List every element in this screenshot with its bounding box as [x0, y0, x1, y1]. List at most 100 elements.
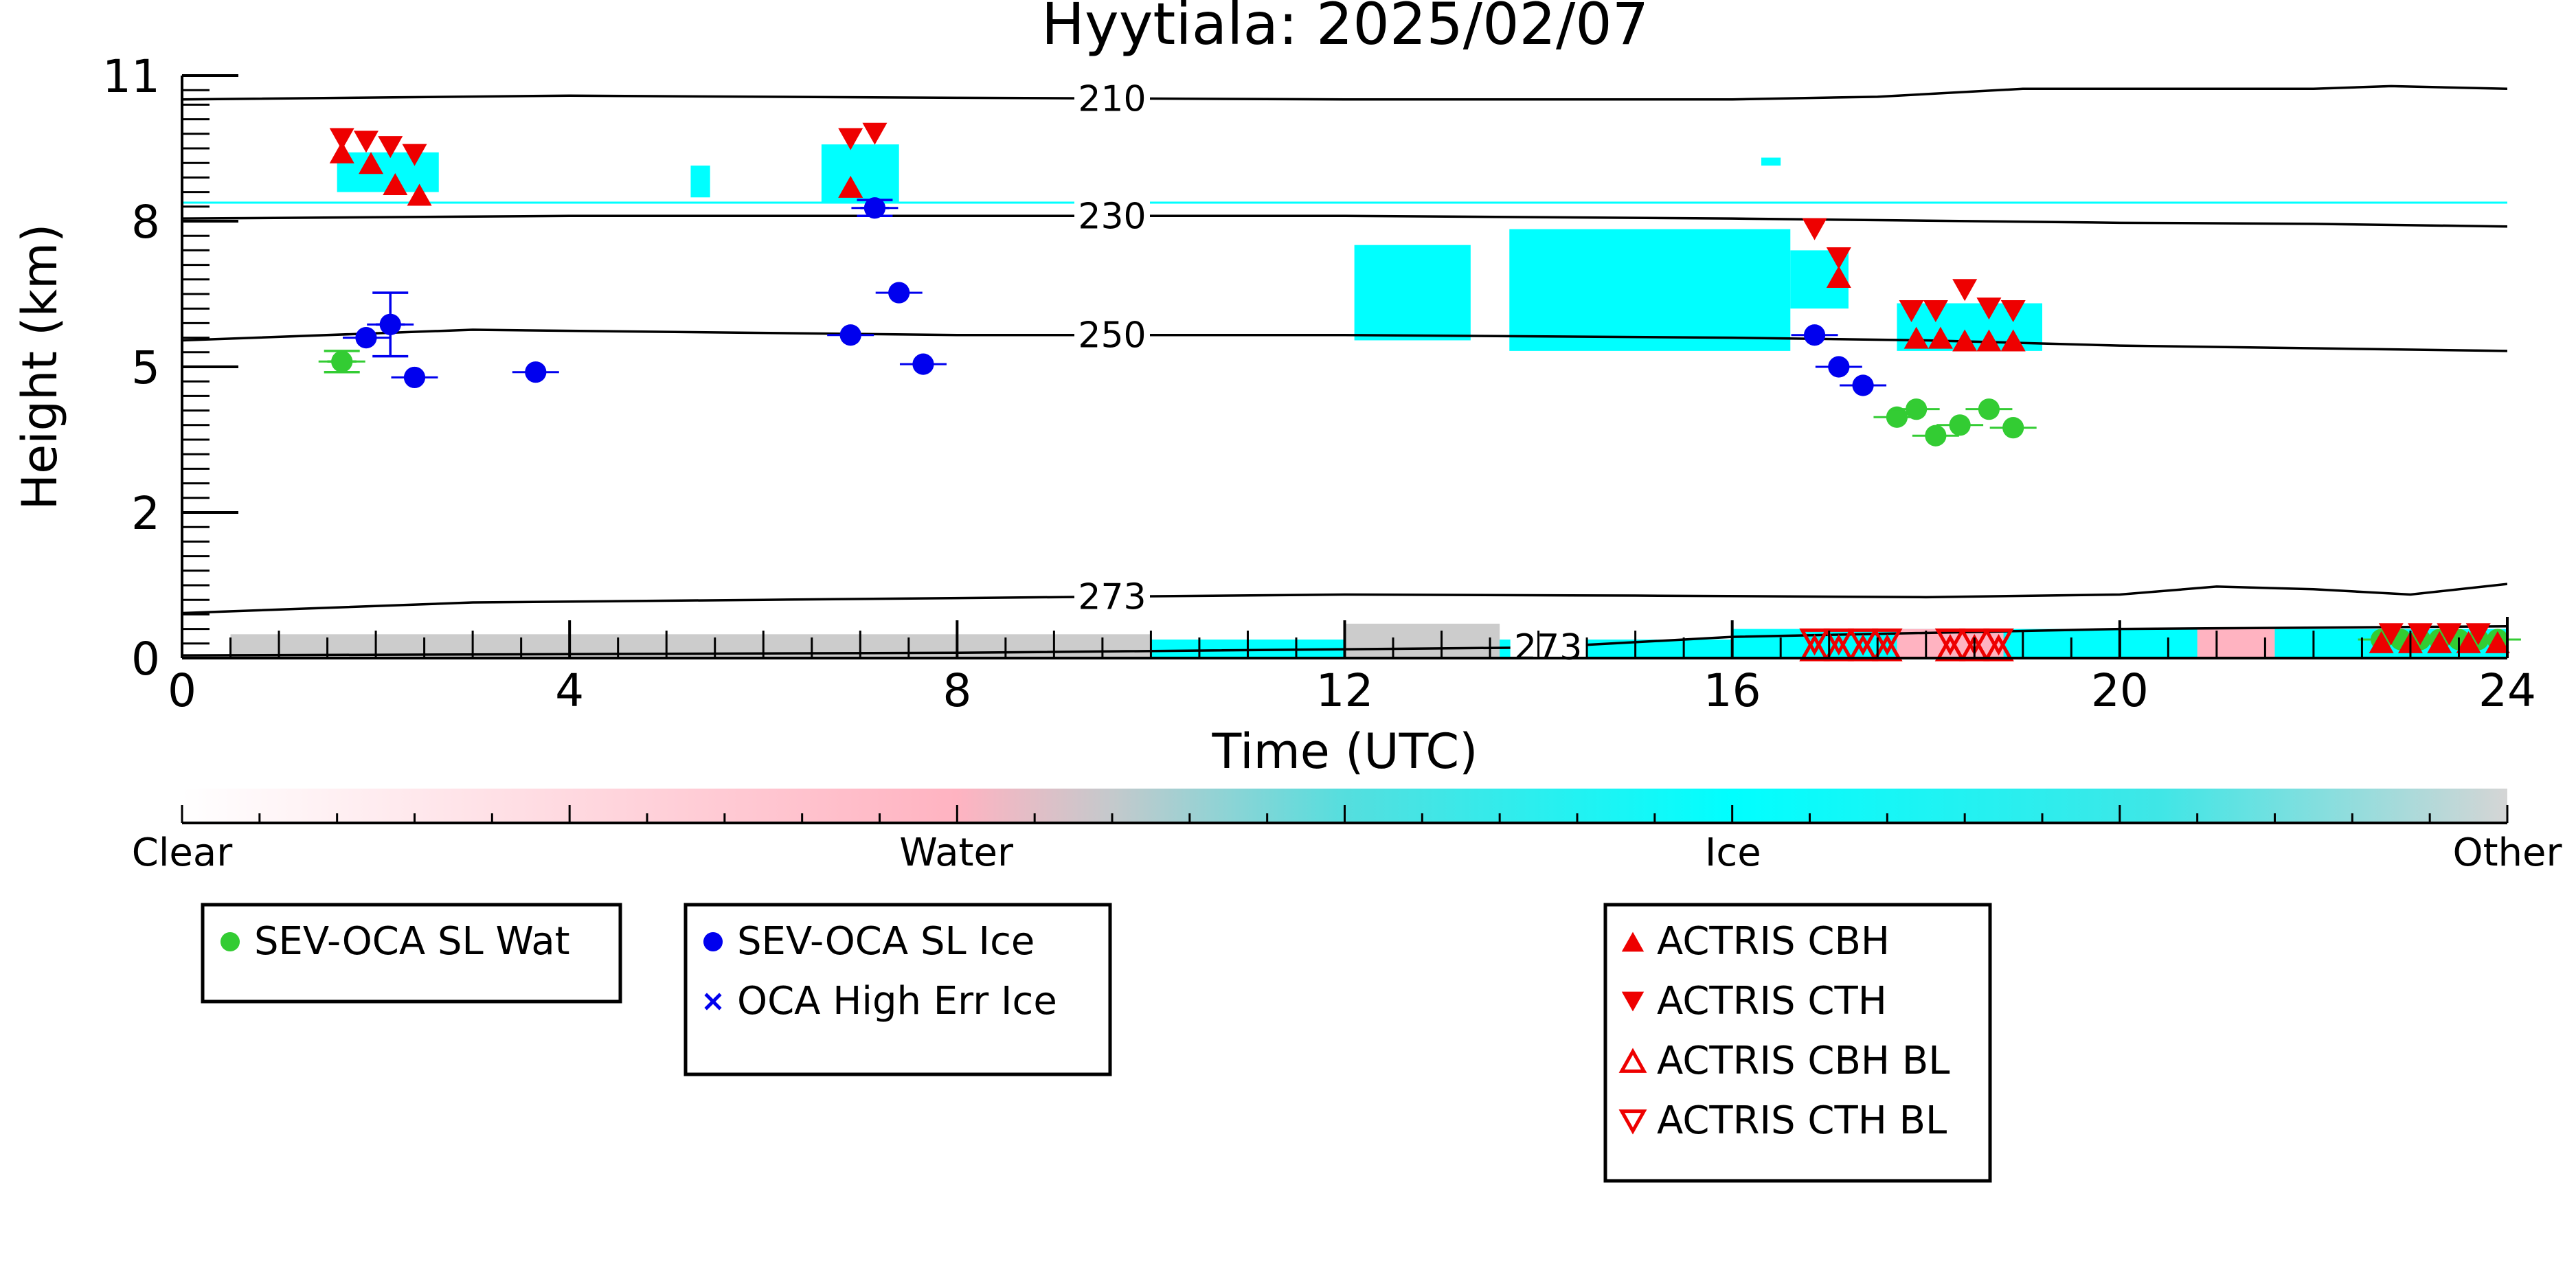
data-point: [1983, 634, 2014, 662]
legend-marker: [1618, 1109, 1647, 1135]
series-actris-cth-bl: [1799, 628, 2014, 656]
bottom-layer-band: [2197, 629, 2275, 658]
y-tick-label: 5: [131, 341, 160, 394]
data-point: [838, 175, 863, 198]
data-point: [359, 152, 384, 174]
colorbar-label: Other: [2452, 831, 2562, 875]
series-sev-oca-sl-ice: [342, 197, 1887, 396]
y-tick-label: 2: [131, 487, 160, 540]
legend-label: SEV-OCA SL Ice: [737, 919, 1035, 964]
x-tick-label: 12: [1316, 664, 1374, 717]
data-point: [407, 183, 432, 206]
data-point: [1925, 425, 1947, 447]
colorbar-label: Water: [899, 831, 1014, 875]
isotherm-line: [182, 214, 2507, 228]
data-point: [1928, 326, 1953, 349]
data-point: [329, 128, 354, 150]
data-point: [2369, 631, 2394, 653]
data-point: [2000, 300, 2026, 323]
legend-frame: [683, 903, 1112, 1076]
data-point: [525, 361, 547, 383]
series-actris-cbh-bl: [1799, 634, 2014, 662]
plot-area: 210 230 250 273 273 0 4 8 12 16 20 24 0 2 5 8 11: [102, 50, 2536, 717]
data-point: [1847, 628, 1879, 656]
data-point: [1872, 628, 1903, 656]
data-point: [862, 122, 888, 145]
data-point: [331, 350, 353, 372]
data-point: [1886, 406, 1908, 428]
legend-marker: [1621, 991, 1645, 1012]
legend-marker: [704, 993, 722, 1010]
legend: SEV-OCA SL Wat SEV-OCA SL Ice OCA High Err…: [201, 903, 1992, 1183]
ice-cloud-region: [821, 144, 899, 203]
data-point: [912, 353, 934, 375]
legend-label: ACTRIS CTH BL: [1657, 1098, 1947, 1143]
data-point: [2456, 631, 2481, 653]
data-point: [1828, 356, 1850, 378]
x-tick-label: 20: [2091, 664, 2149, 717]
data-point: [353, 131, 379, 153]
data-point: [1934, 628, 1966, 656]
data-point: [2465, 623, 2491, 646]
legend-marker: [703, 931, 723, 952]
data-point: [1923, 300, 1948, 323]
isotherm-label: 250: [1078, 315, 1146, 357]
data-point: [1823, 628, 1855, 656]
data-point: [1803, 324, 1826, 346]
isotherm-label-bg: [1074, 80, 1150, 117]
data-point: [2378, 623, 2404, 646]
data-point: [2408, 623, 2433, 646]
y-tick-label: 8: [131, 196, 160, 249]
legend-label: ACTRIS CBH BL: [1657, 1039, 1950, 1083]
legend-marker: [220, 931, 240, 952]
ice-cloud-region: [337, 152, 439, 192]
x-tick-label: 24: [2478, 664, 2536, 717]
data-point: [1958, 628, 1990, 656]
data-point: [1949, 414, 1971, 436]
data-point: [838, 128, 863, 150]
colorbar-label: Ice: [1705, 831, 1761, 875]
bottom-layer-band: [1344, 623, 1500, 658]
colorbar-label: Clear: [132, 831, 233, 875]
data-point: [1802, 218, 1827, 240]
x-axis-label: Time (UTC): [1212, 723, 1478, 780]
legend-frame: [201, 903, 622, 1004]
data-point: [403, 366, 426, 389]
x-tick-label: 4: [555, 664, 584, 717]
data-point: [1847, 634, 1879, 662]
isotherm-label: 210: [1078, 78, 1146, 120]
data-point: [2485, 631, 2510, 653]
isotherm-label-bg: [1074, 198, 1150, 234]
ice-cloud-region: [690, 166, 710, 198]
legend-box: SEV-OCA SL Ice OCA High Err Ice: [683, 903, 1112, 1076]
data-point: [2000, 329, 2026, 352]
legend-marker: [1621, 931, 1645, 952]
data-point: [1899, 300, 1924, 323]
data-point: [383, 173, 408, 196]
legend-frame: [1603, 903, 1992, 1183]
y-axis-label: Height (km): [12, 224, 68, 510]
isotherm-label-bg: [1074, 317, 1150, 353]
data-point: [1976, 329, 2002, 352]
data-point: [1852, 374, 1874, 396]
x-tick-label: 0: [168, 664, 196, 717]
y-tick-label: 0: [131, 633, 160, 686]
data-point: [2437, 623, 2462, 646]
data-point: [355, 327, 377, 349]
series-sev-oca-sl-wat: [318, 350, 2521, 651]
legend-label: ACTRIS CBH: [1657, 919, 1890, 964]
data-point: [329, 141, 354, 163]
isotherm-label: 273: [1514, 627, 1582, 668]
legend-label: ACTRIS CTH: [1657, 979, 1887, 1024]
data-point: [1823, 634, 1855, 662]
x-tick-label: 16: [1704, 664, 1761, 717]
data-point: [379, 313, 401, 335]
chart-title: Hyytiala: 2025/02/07: [1041, 0, 1649, 58]
data-point: [863, 197, 886, 219]
ice-cloud-region: [1761, 157, 1781, 166]
colorbar: Clear Water Ice Other: [132, 789, 2562, 875]
data-point: [1983, 628, 2014, 656]
data-point: [1952, 279, 1978, 302]
legend-box: ACTRIS CBH ACTRIS CTH ACTRIS CBH BL ACTRIS …: [1603, 903, 1992, 1183]
